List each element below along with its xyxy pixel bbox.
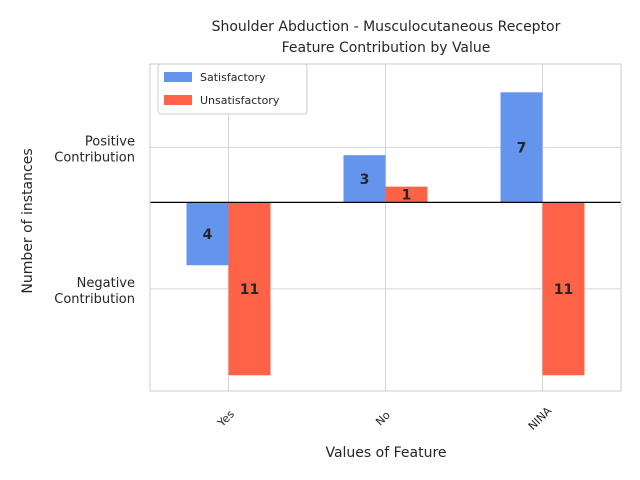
- legend-swatch-satisfactory: [164, 72, 192, 82]
- bar-value-label: 7: [517, 140, 527, 156]
- bar-satisfactory-no: [343, 155, 386, 203]
- bar-unsatisfactory-no: [385, 186, 428, 203]
- bar-value-label: 3: [360, 172, 370, 188]
- bars: [186, 92, 585, 376]
- bar-labels: 4 11 3 1 7 11: [203, 140, 574, 297]
- chart-title: Shoulder Abduction - Musculocutaneous Re…: [212, 19, 561, 35]
- y-tick-labels: Positive Contribution Negative Contribution: [54, 134, 135, 306]
- y-tick-label: Negative Contribution: [54, 276, 135, 307]
- x-tick-label: No: [373, 408, 393, 428]
- x-tick-label: Yes: [214, 407, 237, 430]
- plot-frame: [149, 63, 622, 392]
- bar-value-label: 11: [554, 282, 573, 298]
- bar-value-label: 11: [240, 282, 259, 298]
- legend-label-unsatisfactory: Unsatisfactory: [200, 94, 280, 107]
- chart-subtitle: Feature Contribution by Value: [282, 40, 491, 56]
- y-axis-label: Number of instances: [20, 148, 36, 293]
- legend-box: [157, 63, 308, 115]
- x-tick-labels: Yes No NINA: [214, 404, 554, 433]
- legend: Satisfactory Unsatisfactory: [157, 63, 308, 115]
- y-tick-label: Positive Contribution: [54, 134, 135, 165]
- x-axis-label: Values of Feature: [325, 445, 446, 461]
- bar-unsatisfactory-yes: [228, 202, 271, 376]
- bar-value-label: 1: [402, 187, 412, 203]
- bar-satisfactory-nina: [500, 92, 543, 203]
- bar-value-label: 4: [203, 227, 213, 243]
- x-tick-label: NINA: [526, 404, 555, 433]
- legend-swatch-unsatisfactory: [164, 95, 192, 105]
- legend-label-satisfactory: Satisfactory: [200, 71, 266, 84]
- bar-unsatisfactory-nina: [542, 202, 585, 376]
- bar-satisfactory-yes: [186, 202, 229, 266]
